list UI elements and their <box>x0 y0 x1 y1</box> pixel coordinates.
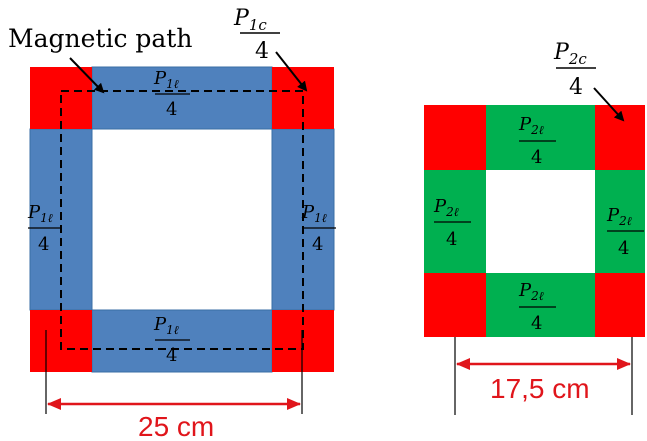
core2-corner-tl <box>424 105 486 170</box>
svg-text:P1ℓ: P1ℓ <box>301 202 327 225</box>
svg-text:P2ℓ: P2ℓ <box>433 196 459 219</box>
svg-text:P2ℓ: P2ℓ <box>518 280 544 303</box>
core2-limb-fraction-left: P2ℓ 4 <box>433 196 471 250</box>
core2-corner-sub: 2c <box>568 50 588 68</box>
core2-limb-fraction-bottom: P2ℓ 4 <box>518 280 556 334</box>
core2-top-limb <box>486 105 595 170</box>
magnetic-path-label: Magnetic path <box>8 24 192 53</box>
core2-corner-arrow <box>593 87 625 122</box>
svg-text:P2c: P2c <box>553 40 587 68</box>
core2-dimension: 17,5 cm <box>454 337 633 415</box>
svg-text:4: 4 <box>312 234 323 255</box>
core1-bottom-limb <box>91 309 273 373</box>
magnetic-path-arrow <box>69 57 105 94</box>
svg-text:P1ℓ: P1ℓ <box>153 68 179 91</box>
core1-top-limb <box>91 66 273 130</box>
svg-text:4: 4 <box>38 234 49 255</box>
svg-text:P2ℓ: P2ℓ <box>606 205 632 228</box>
core2-right-limb <box>595 170 645 273</box>
svg-text:P1ℓ: P1ℓ <box>27 202 53 225</box>
core1-dimension-label: 25 cm <box>138 411 214 441</box>
core2-corner-den: 4 <box>569 75 583 100</box>
svg-text:4: 4 <box>166 345 177 366</box>
core1-corner-den: 4 <box>255 39 269 64</box>
core2-dimension-label: 17,5 cm <box>490 373 590 404</box>
core-1 <box>29 66 335 373</box>
magnetic-path <box>60 90 304 350</box>
core1-limb-fraction-top: P1ℓ 4 <box>153 68 190 120</box>
core2-corner-fraction: P2c 4 <box>553 40 596 100</box>
svg-text:4: 4 <box>618 238 629 259</box>
svg-text:P2ℓ: P2ℓ <box>518 114 544 137</box>
core1-corner-sym: P <box>233 6 250 31</box>
core1-corner-arrow <box>275 51 308 92</box>
core2-corner-br <box>595 273 645 337</box>
svg-text:4: 4 <box>166 99 177 120</box>
svg-text:P1ℓ: P1ℓ <box>153 314 179 337</box>
core2-limb-fraction-top: P2ℓ 4 <box>518 114 556 168</box>
svg-text:4: 4 <box>446 229 457 250</box>
svg-text:4: 4 <box>531 313 542 334</box>
core2-corner-tr <box>595 105 645 170</box>
core2-limb-fraction-right: P2ℓ 4 <box>606 205 644 259</box>
core1-dimension: 25 cm <box>45 330 303 441</box>
core2-bottom-limb <box>486 273 595 337</box>
svg-text:4: 4 <box>531 147 542 168</box>
core1-limb-fraction-bottom: P1ℓ 4 <box>153 314 190 366</box>
core2-corner-bl <box>424 273 486 337</box>
core2-corner-sym: P <box>553 40 570 65</box>
core1-limb-fraction-right: P1ℓ 4 <box>301 202 336 255</box>
core1-corner-fraction: P1c 4 <box>233 6 280 64</box>
svg-text:P1c: P1c <box>233 6 267 34</box>
core1-limb-fraction-left: P1ℓ 4 <box>27 202 62 255</box>
core1-corner-sub: 1c <box>249 16 268 34</box>
